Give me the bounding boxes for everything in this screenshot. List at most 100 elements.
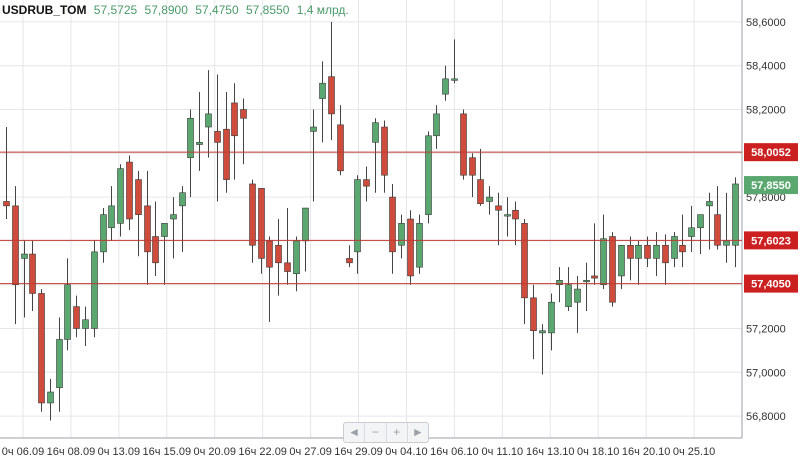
candle (548, 293, 555, 351)
candle-body (442, 78, 449, 95)
candle (56, 317, 63, 412)
candle (653, 232, 660, 276)
x-tick-label: 0ч 25.10 (673, 446, 715, 458)
candle (284, 208, 291, 285)
price-level-label: 57,6023 (751, 235, 791, 247)
candle (565, 267, 572, 311)
price-level-tag (744, 231, 798, 250)
candle (310, 109, 317, 202)
candle-body (389, 196, 396, 253)
candle-body (574, 288, 581, 303)
candle (671, 232, 678, 268)
candle (618, 244, 625, 290)
candle (91, 240, 98, 338)
x-tick-label: 16ч 13.10 (526, 446, 575, 458)
zoom-in-button[interactable]: + (387, 423, 408, 442)
candle-body (398, 223, 405, 246)
candle-body (407, 218, 414, 277)
candle (126, 155, 133, 230)
candle-body (688, 227, 695, 237)
candle (170, 197, 177, 259)
candle (469, 153, 476, 198)
candle (495, 192, 502, 246)
candle (161, 223, 168, 285)
candle (688, 205, 695, 252)
candle (442, 65, 449, 101)
candle (583, 262, 590, 311)
candle (363, 166, 370, 202)
candle-body (451, 78, 458, 81)
x-tick-label: 0ч 06.09 (2, 446, 44, 458)
candle-body (214, 131, 221, 143)
candle-body (644, 244, 651, 259)
candle-body (284, 262, 291, 272)
candle-body (433, 113, 440, 137)
candle-body (293, 240, 300, 275)
candle (398, 214, 405, 259)
scroll-left-button[interactable]: ◄ (344, 423, 366, 442)
candle (609, 232, 616, 307)
x-tick-label: 0ч 04.10 (385, 446, 427, 458)
candle (486, 186, 493, 215)
candle-body (425, 135, 432, 215)
price-level-label: 57,4050 (751, 279, 791, 291)
candle (240, 98, 247, 165)
candle (407, 210, 414, 285)
candle (214, 74, 221, 202)
price-level-tag (744, 143, 798, 162)
x-tick-label: 0ч 18.10 (577, 446, 619, 458)
candle-body (73, 306, 80, 329)
candle-body (82, 319, 89, 329)
candle-body (91, 251, 98, 329)
candle (600, 214, 607, 290)
candle-body (477, 179, 484, 204)
candle-body (346, 258, 353, 264)
candle (627, 236, 634, 281)
candle (381, 120, 388, 193)
candle (460, 109, 467, 180)
candle (196, 91, 203, 171)
legend-low: 57,4750 (195, 3, 239, 17)
y-tick-label: 56,8000 (746, 411, 786, 423)
candle (152, 201, 159, 276)
candle-body (108, 205, 115, 229)
candle (337, 105, 344, 176)
candle (574, 275, 581, 333)
candle-body (249, 183, 256, 246)
candle-body (653, 244, 660, 259)
candle (266, 236, 273, 322)
candle (108, 186, 115, 241)
candle (73, 295, 80, 338)
candle-body (240, 109, 247, 119)
x-tick-label: 16ч 29.09 (334, 446, 383, 458)
candle-body (258, 188, 265, 259)
scroll-right-button[interactable]: ► (411, 425, 424, 439)
candle-body (64, 284, 71, 340)
candle (389, 183, 396, 274)
zoom-out-button[interactable]: − (365, 423, 387, 442)
candle-body (310, 126, 317, 132)
x-tick-label: 16ч 08.09 (47, 446, 96, 458)
candle-body (723, 240, 730, 246)
candle (662, 234, 669, 285)
candle-body (12, 205, 19, 285)
candle-body (556, 280, 563, 286)
chart-navigator: ◄ − + ► (343, 422, 429, 443)
x-tick-label: 16ч 22.09 (238, 446, 287, 458)
candle-body (583, 280, 590, 283)
candle-body (697, 214, 704, 229)
candle (47, 378, 54, 421)
price-level-label: 58,0052 (751, 147, 791, 159)
candle (697, 214, 704, 255)
candle-body (565, 284, 572, 307)
candle (591, 223, 598, 285)
x-tick-label: 16ч 20.10 (622, 446, 671, 458)
candle-body (495, 205, 502, 211)
candle (644, 236, 651, 268)
candle-body (135, 179, 142, 215)
legend-high: 57,8900 (144, 3, 188, 17)
candle-body (671, 236, 678, 259)
candle-body (521, 223, 528, 299)
candle-body (512, 209, 519, 220)
